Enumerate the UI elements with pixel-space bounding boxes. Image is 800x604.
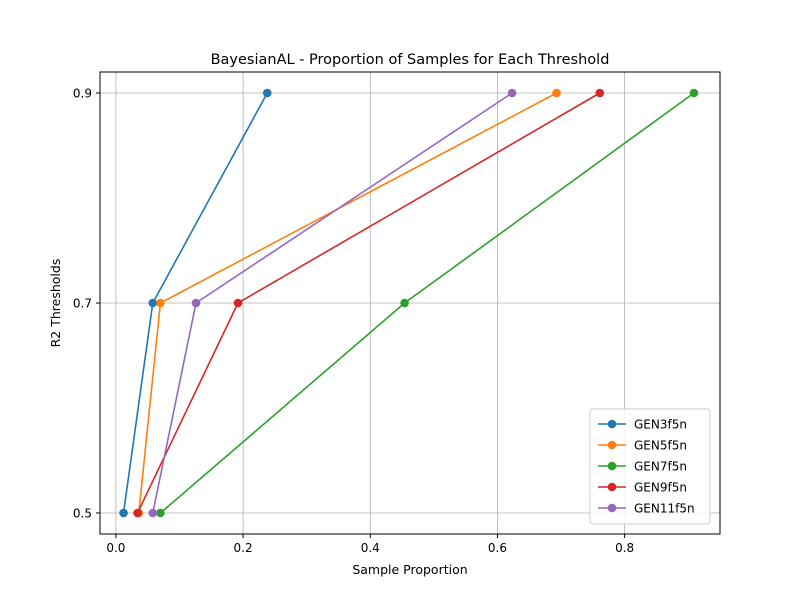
legend-item: GEN3f5n — [598, 418, 687, 432]
legend-label: GEN7f5n — [634, 460, 687, 474]
data-point — [156, 298, 165, 308]
data-point — [262, 88, 272, 98]
y-axis-label: R2 Thresholds — [48, 259, 63, 348]
series-GEN3f5n — [119, 88, 272, 518]
x-tick-label: 0.2 — [234, 541, 253, 555]
legend-marker — [607, 419, 617, 429]
legend-box — [589, 408, 711, 525]
data-point — [595, 88, 605, 98]
legend-marker — [607, 482, 617, 492]
x-tick-label: 0.0 — [106, 541, 125, 555]
legend-label: GEN9f5n — [634, 481, 687, 495]
x-tick-label: 0.6 — [488, 541, 507, 555]
legend-item: GEN11f5n — [598, 502, 695, 516]
legend-label: GEN5f5n — [634, 439, 687, 453]
data-point — [552, 88, 561, 98]
series-GEN9f5n — [133, 88, 605, 518]
x-tick-label: 0.8 — [615, 541, 634, 555]
data-point — [191, 298, 201, 308]
data-point — [148, 298, 158, 308]
chart-title: BayesianAL - Proportion of Samples for E… — [211, 52, 610, 68]
axes: 0.0 0.2 0.4 0.6 0.8 0.5 0.7 0.9 — [73, 87, 634, 556]
x-tick-label: 0.4 — [361, 541, 380, 555]
y-tick-label: 0.9 — [73, 87, 92, 101]
legend-marker — [607, 503, 617, 513]
legend-marker — [607, 440, 617, 450]
data-point — [507, 88, 517, 98]
legend-item: GEN5f5n — [598, 439, 687, 453]
data-point — [133, 508, 142, 518]
data-point — [400, 298, 409, 308]
x-axis-label: Sample Proportion — [352, 562, 467, 577]
data-point — [119, 508, 128, 518]
data-point — [233, 298, 243, 308]
data-point — [689, 88, 699, 98]
legend-label: GEN3f5n — [634, 418, 687, 432]
legend-label: GEN11f5n — [634, 502, 695, 516]
legend-marker — [607, 461, 617, 471]
legend-item: GEN7f5n — [598, 460, 687, 474]
y-tick-label: 0.7 — [73, 297, 92, 311]
y-tick-label: 0.5 — [73, 507, 92, 521]
data-point — [148, 508, 158, 518]
series-GEN11f5n — [148, 88, 517, 518]
series-layer — [119, 88, 699, 518]
legend-item: GEN9f5n — [598, 481, 687, 495]
data-point — [156, 508, 165, 518]
legend: GEN3f5n GEN5f5n GEN7f5n GEN9f5n GEN11f5n — [589, 408, 711, 525]
series-GEN7f5n — [156, 88, 699, 518]
